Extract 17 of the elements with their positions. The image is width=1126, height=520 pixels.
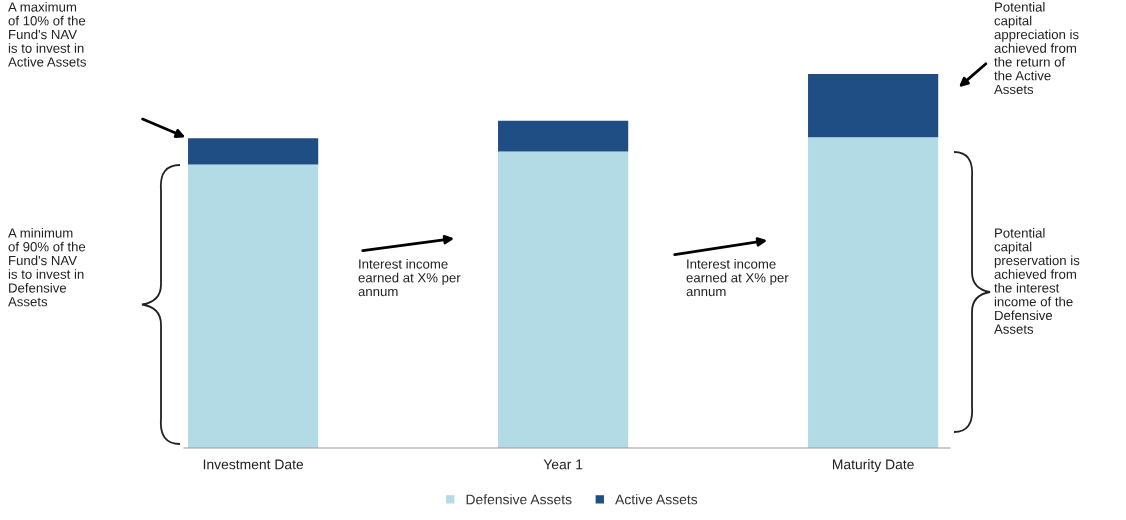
text: Potential capital preservation is achieved from the interest income of the Defensive Assets: [994, 228, 1080, 334]
bar: [188, 138, 319, 165]
bar: [498, 120, 629, 152]
bar: [808, 137, 939, 448]
x-tick-label: Investment Date: [203, 459, 304, 470]
text: Potential capital appreciation is achieved from the return of the Active Assets: [994, 2, 1079, 95]
bar: [498, 151, 629, 448]
x-tick-label: Maturity Date: [832, 459, 914, 473]
bar: [188, 164, 319, 448]
text: A maximum of 10% of the Fund's NAV is to invest in Active Assets: [8, 2, 86, 67]
text: A minimum of 90% of the Fund's NAV is to invest in Defensive Assets: [8, 228, 86, 307]
legend-label: Defensive Assets: [466, 494, 572, 505]
annotation: Interest income earned at X% per annum: [358, 259, 461, 297]
annotation: Interest income earned at X% per annum: [686, 259, 789, 297]
legend-label: Active Assets: [615, 494, 698, 505]
bar: [808, 74, 939, 138]
x-tick-label: Year 1: [543, 459, 583, 470]
